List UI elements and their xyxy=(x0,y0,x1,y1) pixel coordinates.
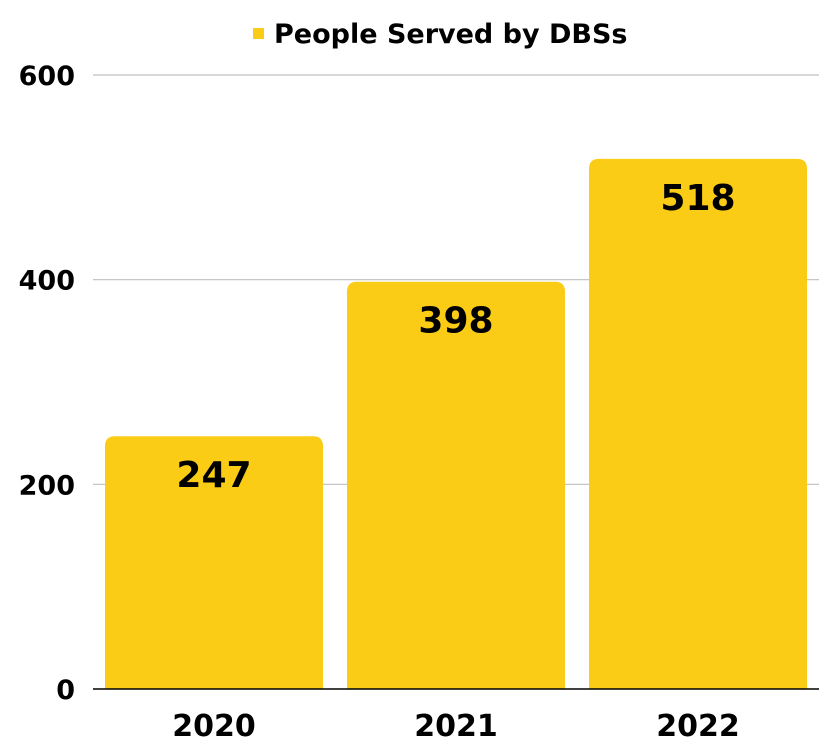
y-tick-label: 600 xyxy=(19,61,75,92)
y-tick-label: 400 xyxy=(19,266,75,297)
legend-swatch xyxy=(253,28,264,39)
legend: People Served by DBSs xyxy=(253,19,628,50)
bar-2021 xyxy=(347,281,565,689)
data-label: 247 xyxy=(176,455,251,496)
y-tick-label: 200 xyxy=(19,470,75,501)
y-tick-label: 0 xyxy=(56,675,75,706)
labels: 247 398 518 xyxy=(176,178,735,496)
bar-2020 xyxy=(105,436,323,689)
bars xyxy=(105,158,807,689)
legend-label: People Served by DBSs xyxy=(274,19,628,50)
bar-2022 xyxy=(589,158,807,689)
axes: 0 200 400 600 2020 2021 2022 xyxy=(19,61,819,744)
data-label: 518 xyxy=(660,178,735,219)
x-tick-label: 2022 xyxy=(656,709,740,742)
data-label: 398 xyxy=(418,301,493,342)
x-tick-label: 2021 xyxy=(414,709,498,742)
x-tick-label: 2020 xyxy=(172,709,256,742)
